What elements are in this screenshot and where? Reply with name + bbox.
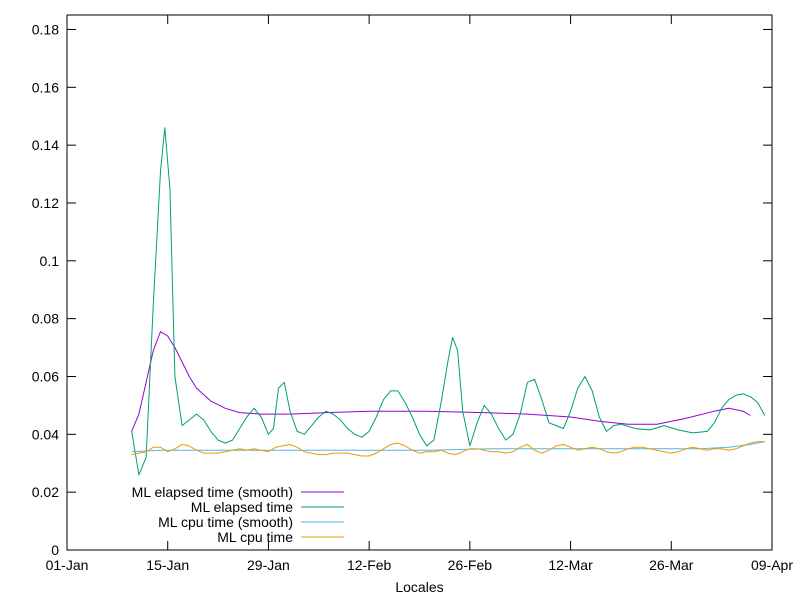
x-tick-label: 09-Apr [751, 557, 793, 573]
x-tick-label: 01-Jan [46, 557, 89, 573]
series-layer [131, 127, 766, 476]
y-tick-label: 0.08 [32, 311, 59, 327]
y-tick-label: 0.18 [32, 21, 59, 37]
legend: ML elapsed time (smooth)ML elapsed timeM… [132, 484, 344, 545]
x-tick-label: 12-Feb [347, 557, 392, 573]
x-tick-label: 15-Jan [146, 557, 189, 573]
series-line-1 [131, 127, 766, 476]
y-tick-label: 0.16 [32, 79, 59, 95]
x-tick-label: 12-Mar [548, 557, 593, 573]
x-tick-label: 26-Mar [649, 557, 694, 573]
y-tick-label: 0.14 [32, 137, 59, 153]
x-tick-label: 26-Feb [448, 557, 493, 573]
x-axis: 01-Jan 15-Jan 29-Jan 12-Feb 26-Feb 12-Mar 26-M… [46, 15, 793, 573]
y-tick-label: 0.04 [32, 426, 59, 442]
y-tick-label: 0.06 [32, 368, 59, 384]
series-line-3 [131, 441, 765, 457]
legend-label: ML elapsed time (smooth) [132, 484, 293, 500]
y-tick-label: 0.1 [40, 253, 60, 269]
legend-label: ML cpu time (smooth) [158, 514, 293, 530]
x-axis-label: Locales [395, 579, 443, 595]
x-tick-label: 29-Jan [247, 557, 290, 573]
y-tick-label: 0.02 [32, 484, 59, 500]
plot-border [66, 14, 773, 551]
y-axis: 0 0.02 0.04 0.06 0.08 0.1 0.12 0.14 0.16 0.18 [32, 21, 772, 558]
y-tick-label: 0 [51, 542, 59, 558]
legend-label: ML cpu time [217, 529, 293, 545]
y-tick-label: 0.12 [32, 195, 59, 211]
series-line-2 [131, 441, 765, 453]
series-line-0 [131, 331, 751, 432]
plot-frame [66, 14, 773, 551]
legend-label: ML elapsed time [191, 499, 293, 515]
